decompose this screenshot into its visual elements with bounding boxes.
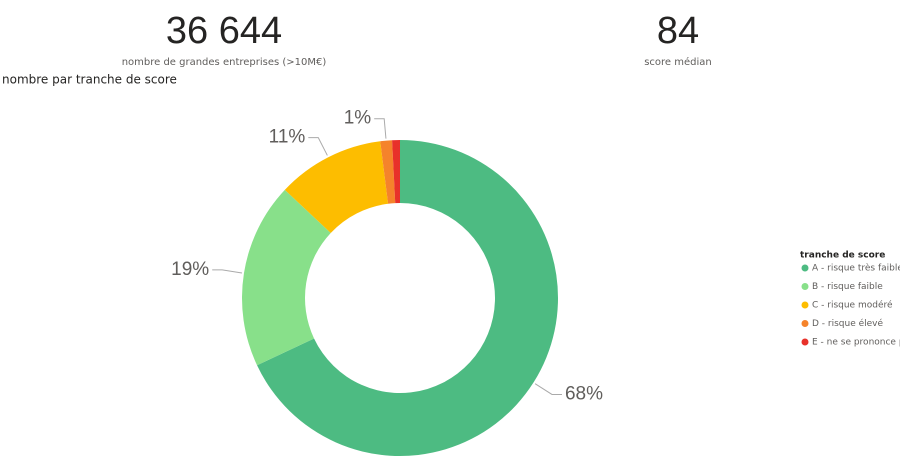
legend-label: A - risque très faible [812,263,900,274]
leader-line [534,383,562,395]
kpi-value: 36 644 [166,10,282,52]
donut-slice [284,141,389,233]
legend-label: E - ne se prononce pas [812,338,900,348]
kpi-value: 84 [657,10,699,52]
chart-title: nombre par tranche de score [2,73,177,87]
legend-marker [801,338,809,346]
legend-marker [801,264,809,272]
legend-label: D - risque élevé [812,318,884,329]
legend-marker [801,301,809,309]
data-label: 11% [269,127,306,148]
leader-line [374,118,387,139]
data-label: 19% [171,259,209,280]
legend-label: C - risque modéré [812,300,893,311]
legend-marker [801,320,809,327]
donut-slice [242,189,331,366]
data-label: 68% [565,383,603,404]
kpi-label: score médian [644,56,712,68]
legend-label: B - risque faible [812,282,883,292]
donut-slice [392,140,400,204]
data-label: 1% [344,108,372,129]
legend-title: tranche de score [800,251,885,261]
donut-slice [257,140,558,456]
donut-slice [380,140,396,204]
leader-line [212,269,243,274]
legend-marker [801,283,809,290]
leader-line [308,137,328,156]
kpi-label: nombre de grandes entreprises (>10M€) [122,57,327,68]
